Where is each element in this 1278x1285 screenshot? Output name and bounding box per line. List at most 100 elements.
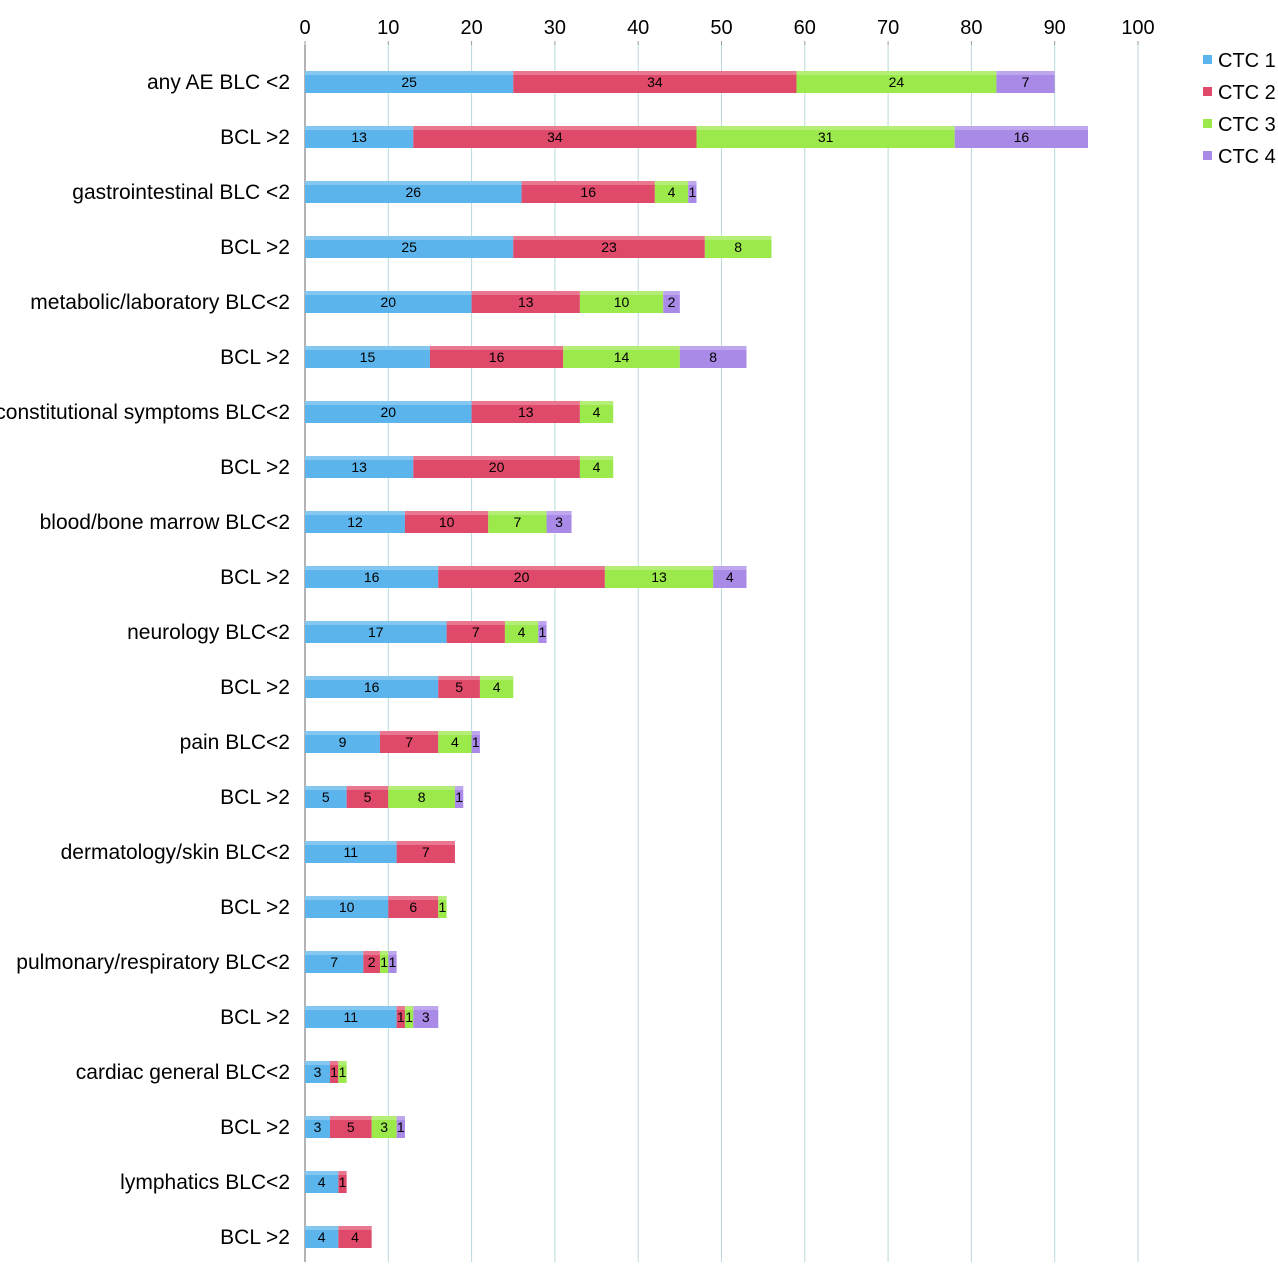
category-label: neurology BLC<2 [127, 621, 290, 644]
bar-segment-ctc1 [305, 896, 389, 918]
category-label: pulmonary/respiratory BLC<2 [16, 951, 290, 974]
data-label: 25 [401, 74, 417, 90]
category-label: BCL >2 [220, 1006, 290, 1029]
bar-segment-highlight [713, 566, 747, 570]
bar-segment-ctc1 [305, 346, 430, 368]
bar-segment-ctc3 [563, 346, 680, 368]
bar-segment-ctc1 [305, 1116, 330, 1138]
bar-segment-ctc4 [663, 291, 680, 313]
bar-segment-ctc4 [996, 71, 1055, 93]
bar-segment-ctc2 [329, 1061, 339, 1083]
bar-segment-ctc2 [446, 621, 505, 643]
bar-segment-highlight [396, 1116, 405, 1120]
bar-segment-ctc4 [454, 786, 464, 808]
bar-segment-ctc3 [704, 236, 772, 258]
legend-swatch-ctc2 [1203, 87, 1212, 96]
category-label: BCL >2 [220, 676, 290, 699]
bar-segment-ctc4 [413, 1006, 439, 1028]
category-label: BCL >2 [220, 1116, 290, 1139]
bar-segment-highlight [305, 566, 439, 570]
bar-segment-ctc1 [305, 511, 405, 533]
data-label: 4 [726, 569, 734, 585]
bar-segment-highlight [521, 181, 655, 185]
bar-segment-ctc1 [305, 71, 514, 93]
bar-segment-highlight [305, 401, 472, 405]
data-label: 4 [318, 1174, 326, 1190]
bar-segment-highlight [954, 126, 1089, 130]
x-tick-label: 50 [710, 17, 732, 39]
bar-segment-highlight [305, 1061, 330, 1065]
data-label: 17 [368, 624, 384, 640]
data-label: 25 [401, 239, 417, 255]
bar-segment-ctc4 [679, 346, 747, 368]
bar-segment-highlight [996, 71, 1055, 75]
data-label: 11 [344, 844, 359, 860]
x-tick-label: 90 [1044, 17, 1066, 39]
data-label: 8 [418, 789, 426, 805]
category-label: blood/bone marrow BLC<2 [40, 511, 290, 534]
bar-segment-ctc1 [305, 731, 380, 753]
bar-segment-ctc1 [305, 236, 514, 258]
grid-layer [304, 45, 1139, 1262]
data-label: 1 [439, 899, 447, 915]
bar-segment-ctc3 [654, 181, 689, 203]
category-label: BCL >2 [220, 896, 290, 919]
bar-segment-ctc2 [413, 126, 697, 148]
bar-segment-highlight [396, 1006, 405, 1010]
bar-segment-ctc4 [388, 951, 397, 973]
bar-segment-highlight [388, 786, 455, 790]
bar-segment-ctc3 [371, 1116, 397, 1138]
bar-segment-ctc2 [429, 346, 564, 368]
data-label: 26 [406, 184, 422, 200]
bar-segment-highlight [305, 676, 439, 680]
bar-segment-ctc2 [438, 676, 480, 698]
bar-segment-highlight [363, 951, 380, 955]
bar-segment-highlight [305, 291, 472, 295]
bar-segment-ctc1 [305, 786, 347, 808]
bar-segment-ctc3 [796, 71, 997, 93]
data-label: 10 [339, 899, 355, 915]
bar-segment-highlight [305, 181, 522, 185]
bar-segment-highlight [396, 841, 455, 845]
bar-segment-highlight [446, 621, 505, 625]
bar-segment-highlight [305, 1171, 339, 1175]
bar-segment-highlight [305, 731, 380, 735]
data-label: 7 [422, 844, 430, 860]
data-label: 4 [451, 734, 459, 750]
data-label: 16 [1014, 129, 1030, 145]
data-label: 3 [422, 1009, 430, 1025]
data-label: 10 [439, 514, 455, 530]
data-label: 13 [351, 129, 367, 145]
category-label: BCL >2 [220, 346, 290, 369]
bar-segment-highlight [679, 346, 747, 350]
bar-segment-ctc1 [305, 676, 439, 698]
bar-segment-ctc2 [521, 181, 655, 203]
bar-segment-highlight [438, 566, 605, 570]
category-label: gastrointestinal BLC <2 [72, 181, 290, 204]
bar-segment-highlight [479, 676, 514, 680]
data-label: 4 [593, 459, 601, 475]
category-label: pain BLC<2 [180, 731, 290, 754]
bar-segment-highlight [305, 786, 347, 790]
x-tick-label: 100 [1121, 17, 1154, 39]
data-label: 13 [518, 404, 534, 420]
bar-segment-ctc2 [379, 731, 439, 753]
bar-segment-highlight [796, 71, 997, 75]
data-label: 34 [647, 74, 663, 90]
bar-segment-highlight [305, 951, 364, 955]
data-label: 8 [734, 239, 742, 255]
bar-segment-highlight [654, 181, 689, 185]
bar-segment-highlight [346, 786, 389, 790]
data-label: 5 [364, 789, 372, 805]
bar-segment-highlight [404, 1006, 414, 1010]
data-label: 7 [514, 514, 522, 530]
bar-segment-ctc4 [688, 181, 697, 203]
data-label: 7 [1022, 74, 1030, 90]
x-tick-label: 0 [299, 17, 310, 39]
data-label: 23 [601, 239, 617, 255]
bar-segment-highlight [688, 181, 697, 185]
legend-label: CTC 3 [1218, 114, 1276, 136]
data-label: 3 [555, 514, 563, 530]
